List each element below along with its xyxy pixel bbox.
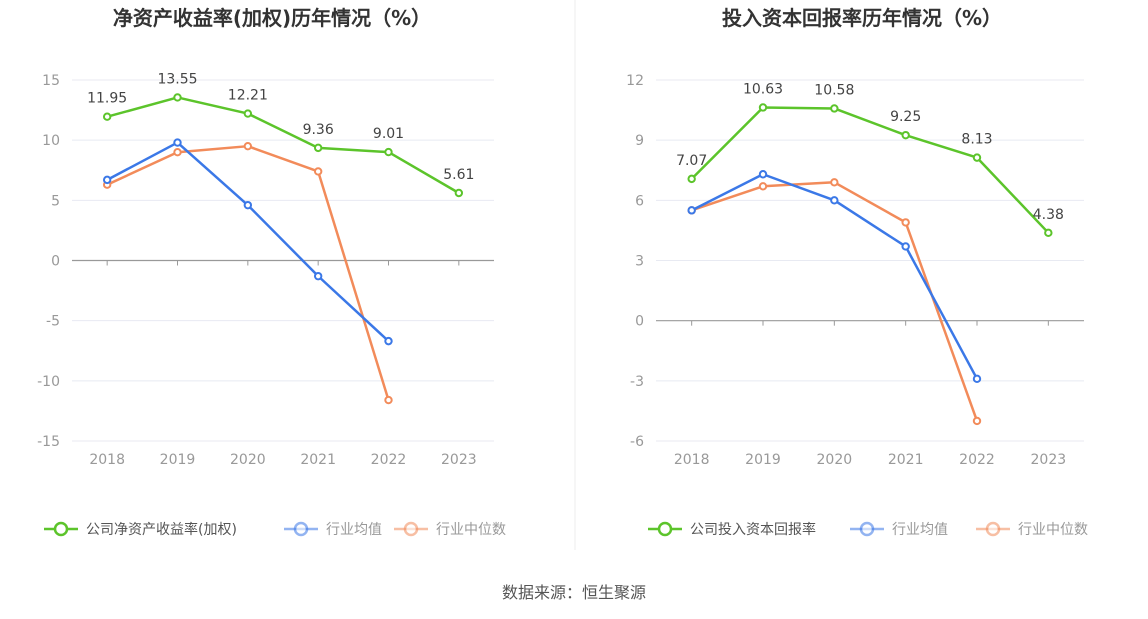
series-line-2 <box>106 141 390 343</box>
chart-title: 投入资本回报率历年情况（%） <box>722 6 1002 30</box>
chart-panel-2: 投入资本回报率历年情况（%） 12 9 6 3 0 -3 -6 2018 2019 2020 2021… <box>626 6 1088 538</box>
series-line-1 <box>690 106 1050 234</box>
y-tick-label: 0 <box>51 254 60 270</box>
legend-label: 行业均值 <box>892 522 948 538</box>
data-point[interactable] <box>243 109 253 118</box>
legend-item-3[interactable]: 行业中位数 <box>976 521 1088 538</box>
x-tick-label: 2021 <box>888 452 924 468</box>
x-tick-label: 2022 <box>371 452 407 468</box>
legend-marker-icon <box>403 521 419 537</box>
data-point[interactable] <box>687 174 696 184</box>
data-point[interactable] <box>313 271 323 281</box>
data-point[interactable] <box>901 218 910 227</box>
data-point[interactable] <box>758 182 768 191</box>
data-label: 8.13 <box>961 132 992 148</box>
legend-label: 行业中位数 <box>436 522 506 538</box>
legend-marker-icon <box>859 521 875 537</box>
legend-label: 行业均值 <box>326 522 382 538</box>
y-tick-label: -6 <box>630 434 644 450</box>
series-line-2 <box>691 173 979 380</box>
series-line-3 <box>106 144 390 401</box>
y-tick-label: 0 <box>635 314 644 330</box>
y-tick-label: 12 <box>626 73 644 89</box>
y-tick-label: 6 <box>635 193 644 209</box>
x-tick-label: 2019 <box>160 452 196 468</box>
data-label: 9.25 <box>890 109 921 125</box>
data-point[interactable] <box>102 112 112 121</box>
data-point[interactable] <box>102 175 112 185</box>
y-tick-label: -10 <box>37 374 60 390</box>
x-tick-label: 2023 <box>1031 452 1067 468</box>
data-point[interactable] <box>830 196 839 205</box>
data-label: 9.36 <box>303 122 334 138</box>
x-tick-label: 2021 <box>300 452 336 468</box>
legend-marker-icon <box>53 521 69 537</box>
x-tick-label: 2018 <box>89 452 125 468</box>
data-point[interactable] <box>243 141 253 151</box>
data-point[interactable] <box>384 395 393 405</box>
x-tick-label: 2020 <box>817 452 853 468</box>
x-tick-label: 2022 <box>959 452 995 468</box>
data-label: 11.95 <box>87 91 127 107</box>
legend-item-1[interactable]: 公司投入资本回报率 <box>648 521 816 538</box>
y-tick-label: -15 <box>37 434 60 450</box>
y-tick-label: 15 <box>42 73 60 89</box>
data-label: 13.55 <box>157 71 197 87</box>
data-point[interactable] <box>313 143 323 153</box>
data-point[interactable] <box>758 103 768 112</box>
data-label: 12.21 <box>228 88 268 104</box>
legend-marker-icon <box>985 521 1001 537</box>
x-tick-label: 2018 <box>674 452 710 468</box>
data-point[interactable] <box>972 416 982 426</box>
data-label: 5.61 <box>443 167 474 183</box>
data-point[interactable] <box>384 147 393 157</box>
source-text: 数据来源：恒生聚源 <box>502 583 646 602</box>
x-tick-label: 2020 <box>230 452 266 468</box>
data-point[interactable] <box>173 148 182 157</box>
legend-item-3[interactable]: 行业中位数 <box>394 521 506 538</box>
data-label: 10.58 <box>814 82 854 98</box>
data-point[interactable] <box>972 374 982 384</box>
data-point[interactable] <box>454 188 464 198</box>
y-tick-label: 3 <box>635 254 644 270</box>
legend-item-2[interactable]: 行业均值 <box>850 521 948 538</box>
data-label: 7.07 <box>676 153 707 169</box>
legend-label: 公司投入资本回报率 <box>690 521 816 538</box>
data-point[interactable] <box>901 130 910 140</box>
chart-panel-1: 净资产收益率(加权)历年情况（%） 15 10 5 0 -5 -10 -15 2018 2019 2… <box>37 6 506 538</box>
data-point[interactable] <box>972 153 982 162</box>
data-point[interactable] <box>313 167 323 176</box>
data-point[interactable] <box>687 206 696 215</box>
x-tick-label: 2023 <box>441 452 477 468</box>
chart-title: 净资产收益率(加权)历年情况（%） <box>113 6 431 30</box>
y-tick-label: 9 <box>635 133 644 149</box>
data-point[interactable] <box>830 178 839 187</box>
y-tick-label: -5 <box>46 314 60 330</box>
y-tick-label: 5 <box>51 193 60 209</box>
data-point[interactable] <box>830 104 839 113</box>
data-point[interactable] <box>173 138 182 147</box>
data-label: 4.38 <box>1033 207 1064 223</box>
data-point[interactable] <box>384 336 393 346</box>
data-point[interactable] <box>1044 228 1053 238</box>
legend-marker-icon <box>293 521 309 537</box>
y-tick-label: 10 <box>42 133 60 149</box>
x-tick-label: 2019 <box>745 452 781 468</box>
data-point[interactable] <box>901 242 910 251</box>
data-point[interactable] <box>243 200 253 210</box>
legend-label: 行业中位数 <box>1018 522 1088 538</box>
legend-item-1[interactable]: 公司净资产收益率(加权) <box>44 521 237 538</box>
series-line-1 <box>106 96 460 195</box>
y-tick-label: -3 <box>630 374 644 390</box>
legend-label: 公司净资产收益率(加权) <box>86 521 237 538</box>
data-label: 10.63 <box>743 81 783 97</box>
data-point[interactable] <box>173 93 182 102</box>
data-point[interactable] <box>758 170 768 179</box>
legend-item-2[interactable]: 行业均值 <box>284 521 382 538</box>
legend-marker-icon <box>657 521 673 537</box>
data-label: 9.01 <box>373 126 404 142</box>
